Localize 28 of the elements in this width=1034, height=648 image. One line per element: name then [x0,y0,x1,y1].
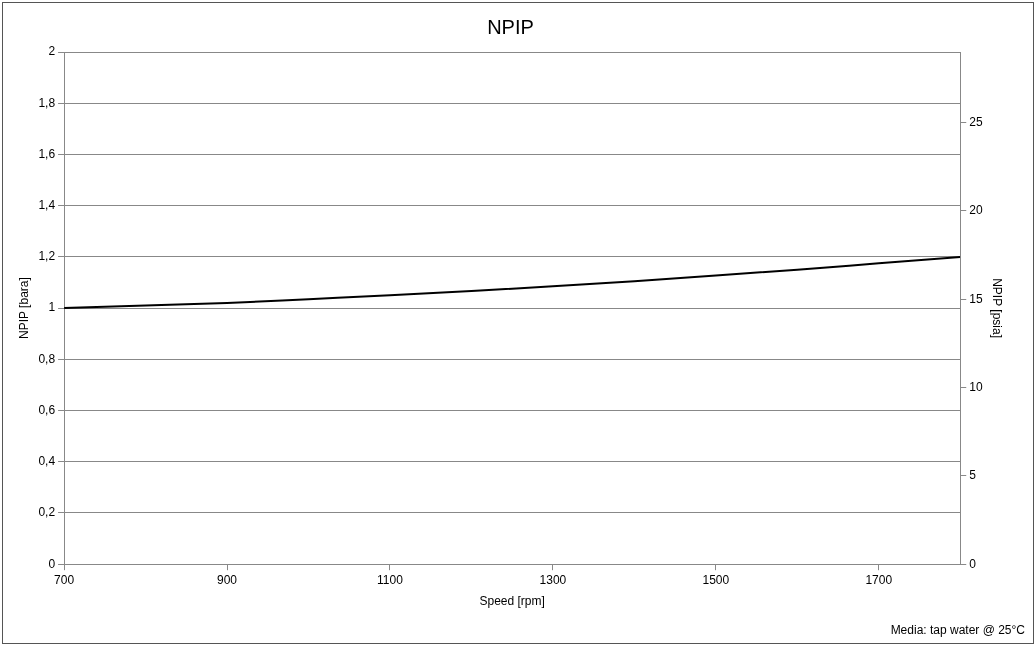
y-tick-label: 0,4 [38,454,56,469]
y-tick-label: 0,8 [38,351,56,366]
y-tick-label: 1,6 [38,146,56,161]
y2-tick-label: 0 [969,556,977,571]
x-tick-label: 900 [217,572,238,587]
y-tick-label: 0,2 [38,505,56,520]
y-tick-label: 1,2 [38,249,56,264]
x-tick-label: 700 [54,572,75,587]
text: Media: tap water @ 25°C [890,623,1025,637]
y2-tick-label: 5 [969,468,977,483]
x-axis-title: Speed [rpm] [479,594,545,609]
x-tick-label: 1500 [702,572,730,587]
y-tick-label: 0,6 [38,402,56,417]
y2-tick-label: 25 [969,114,983,129]
y2-tick-label: 15 [969,291,983,306]
x-tick-label: 1700 [865,572,893,587]
y-tick-label: 1 [48,300,56,315]
x-tick-label: 1300 [539,572,567,587]
y-tick-label: 0 [48,556,56,571]
y2-tick-label: 10 [969,379,983,394]
y-axis-title: NPIP [bara] [16,277,31,340]
x-tick-label: 1100 [377,572,404,587]
y2-axis-title: NPIP [psia] [990,278,1005,339]
y-tick-label: 1,4 [38,197,56,212]
chart-title: NPIP [487,15,534,38]
y-tick-label: 1,8 [38,95,56,110]
y-tick-label: 2 [48,44,56,59]
y2-tick-label: 20 [969,203,983,218]
